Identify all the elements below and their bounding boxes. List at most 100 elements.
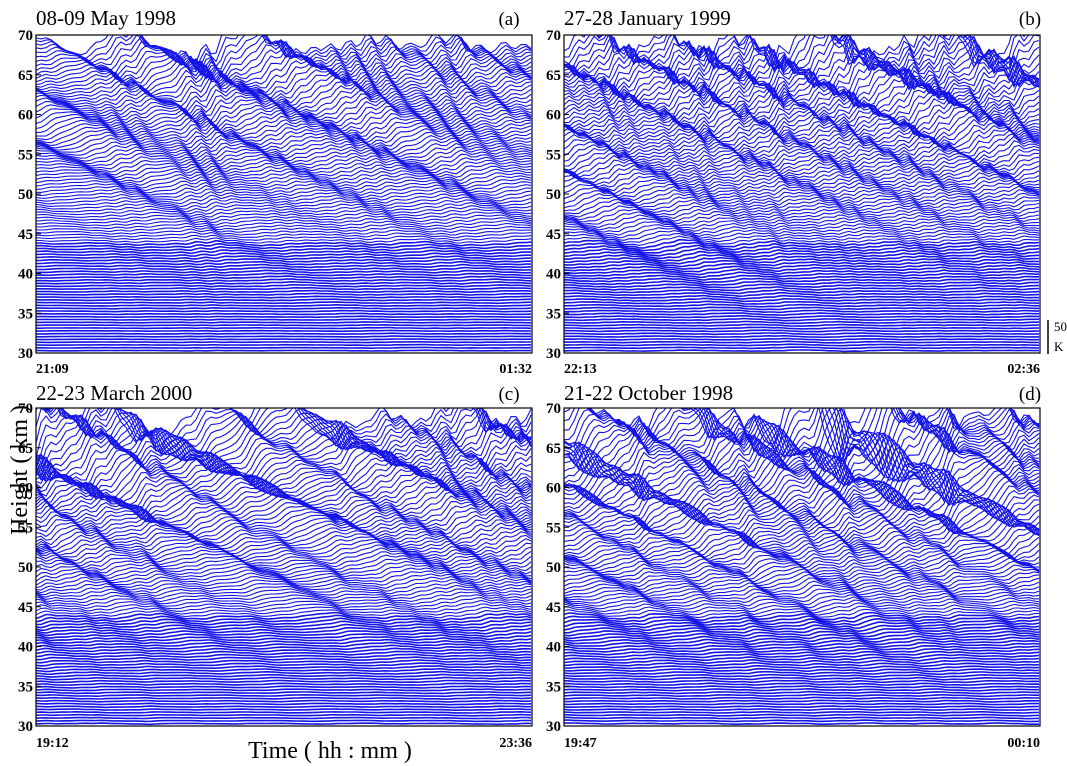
profile-line: [564, 676, 1040, 681]
profile-line: [564, 635, 1040, 643]
profile-line: [564, 708, 1039, 712]
profile-line: [564, 227, 1040, 239]
profile-line: [564, 580, 1040, 596]
profile-line: [36, 662, 532, 667]
y-tick-label: 55: [18, 520, 33, 536]
profile-line: [564, 673, 1040, 678]
profile-line: [564, 626, 1040, 635]
profile-line: [36, 161, 532, 176]
profile-line: [564, 470, 1040, 513]
y-tick-labels: 30 35 40 45 50 55 60 65 70: [18, 28, 33, 362]
profile-line: [36, 315, 532, 319]
profile-line: [36, 338, 531, 341]
panel-d: 21-22 October 1998 (d) 30 35 40 45 50 55 60 65 7…: [546, 381, 1041, 751]
y-tick-label: 30: [18, 346, 33, 362]
profile-line: [564, 611, 1040, 621]
x-end-label: 23:36: [499, 736, 532, 751]
profile-line: [564, 268, 1040, 276]
profile-line: [36, 115, 532, 137]
profile-line: [36, 609, 532, 619]
profile-line: [564, 232, 1040, 244]
profile-line: [564, 522, 1040, 547]
profile-line: [36, 181, 532, 194]
profile-line: [36, 623, 532, 632]
profile-line: [36, 611, 532, 622]
profile-line: [564, 115, 1040, 143]
profile-line: [36, 249, 531, 255]
profile-line: [36, 93, 532, 119]
profile-line: [564, 719, 1040, 723]
profile-line: [564, 408, 1040, 478]
profile-line: [564, 493, 1040, 526]
profile-line: [564, 679, 1040, 684]
profile-line: [36, 597, 532, 608]
y-tick-label: 55: [546, 147, 561, 163]
profile-line: [564, 705, 1040, 709]
profile-line: [36, 170, 532, 185]
profile-line: [36, 544, 532, 564]
profile-line: [564, 711, 1040, 714]
profile-line: [36, 696, 532, 701]
profile-line: [36, 176, 532, 190]
profile-line: [564, 337, 1039, 341]
profile-line: [36, 295, 532, 299]
profile-line: [36, 557, 532, 575]
panel-b: 27-28 January 1999 (b) 30 35 40 45 50 55 60 65 7…: [546, 6, 1041, 377]
profile-line: [36, 343, 532, 347]
profile-line: [564, 629, 1040, 638]
profile-line: [564, 69, 1040, 107]
profile-line: [36, 142, 532, 160]
profile-line: [36, 569, 532, 584]
profile-line: [36, 693, 532, 698]
profile-line: [564, 108, 1040, 137]
profile-line: [564, 500, 1040, 532]
y-tick-label: 40: [546, 640, 561, 656]
profile-line: [564, 667, 1040, 673]
profile-line: [36, 588, 532, 600]
profile-line: [36, 112, 532, 135]
profile-line: [564, 201, 1040, 218]
profile-line: [564, 259, 1040, 268]
profile-line: [564, 294, 1039, 300]
profile-line: [564, 693, 1039, 698]
profile-line: [564, 82, 1040, 115]
profile-line: [36, 630, 532, 638]
profile-line: [36, 298, 531, 302]
y-tick-label: 60: [18, 481, 33, 497]
profile-line: [36, 211, 532, 221]
panel-a: 08-09 May 1998 (a) 30 35 40 45 50 55 60 65 70 21…: [18, 6, 533, 377]
profile-line: [36, 105, 532, 131]
profile-line: [564, 434, 1040, 488]
profile-line: [564, 303, 1040, 308]
profile-line: [564, 602, 1040, 614]
profile-line: [36, 456, 532, 498]
profile-line: [564, 262, 1040, 271]
profile-line: [36, 603, 532, 613]
profile-line: [36, 688, 531, 692]
profile-line: [564, 224, 1040, 236]
profile-line: [564, 241, 1040, 252]
profile-line: [36, 676, 532, 681]
y-tick-label: 65: [18, 441, 33, 457]
profile-line: [36, 86, 532, 114]
profile-line: [36, 682, 532, 686]
profile-line: [36, 341, 531, 344]
profile-line: [36, 152, 532, 168]
profile-line: [36, 35, 532, 70]
profile-line: [564, 62, 1040, 101]
profile-line: [564, 690, 1039, 695]
profile-line: [564, 186, 1040, 204]
profile-line: [36, 127, 532, 148]
profile-line: [36, 699, 532, 703]
profile-line: [42, 408, 532, 452]
x-start-label: 22:13: [564, 362, 597, 377]
profile-line: [36, 644, 532, 651]
profile-line: [564, 340, 1040, 344]
profile-line: [36, 635, 532, 643]
profile-line: [564, 644, 1040, 651]
profile-line: [36, 272, 532, 277]
profile-line: [36, 633, 532, 641]
profile-line: [564, 169, 1040, 188]
profile-line: [36, 199, 532, 210]
profile-traces: [36, 408, 532, 726]
